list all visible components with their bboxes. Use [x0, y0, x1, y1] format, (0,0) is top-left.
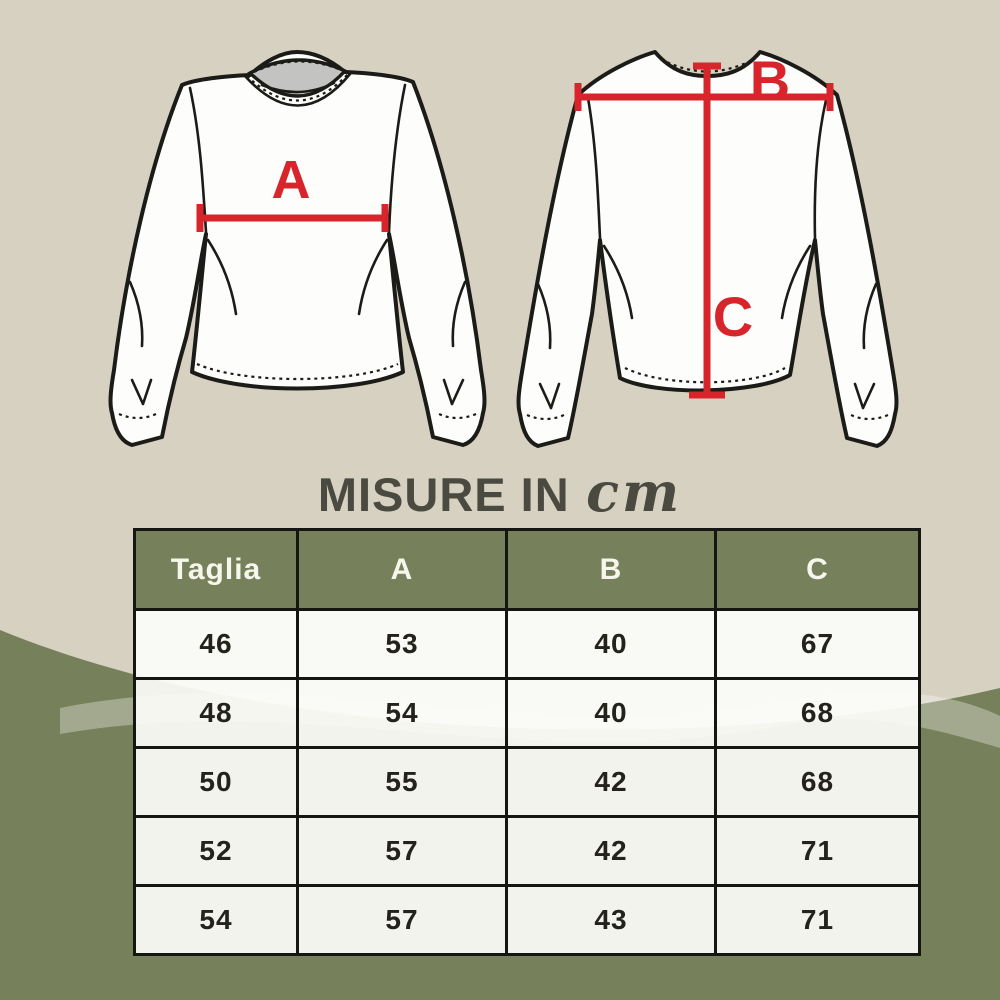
cell-a: 57: [296, 884, 508, 956]
table-row: 46 53 40 67: [133, 608, 921, 680]
sweater-front-illustration: A: [108, 50, 487, 447]
cell-a: 57: [296, 815, 508, 887]
measure-label-b: B: [750, 49, 790, 112]
table-row: 48 54 40 68: [133, 677, 921, 749]
front-side-seam-right: [387, 232, 405, 374]
cell-c: 71: [714, 815, 921, 887]
front-shoulder-seam-right: [387, 83, 407, 234]
back-cuff-crease-left: [538, 382, 561, 410]
neckline-stitching: [253, 60, 342, 73]
front-cuff-crease-left: [130, 378, 153, 406]
cell-a: 53: [296, 608, 508, 680]
cell-c: 68: [714, 746, 921, 818]
front-sleeve-crease-right: [451, 280, 467, 348]
collar-stitching: [246, 73, 349, 102]
back-armpit-crease-left: [602, 244, 634, 320]
cell-size: 50: [133, 746, 299, 818]
front-side-seam-left: [190, 232, 208, 374]
back-sleeve-crease-left: [536, 282, 552, 350]
front-sleeve-crease-left: [128, 280, 144, 348]
page-title: MISURE IN CM: [0, 460, 1000, 524]
back-cuff-crease-right: [853, 382, 876, 410]
back-side-seam-right: [788, 238, 817, 377]
table-row: 52 57 42 71: [133, 815, 921, 887]
col-header-taglia: Taglia: [133, 528, 299, 611]
cell-b: 43: [505, 884, 717, 956]
col-header-a: A: [296, 528, 508, 611]
cell-c: 68: [714, 677, 921, 749]
sweater-front-body: [108, 50, 487, 447]
title-text: MISURE IN: [317, 468, 570, 521]
col-header-b: B: [505, 528, 717, 611]
title-unit: CM: [586, 460, 683, 524]
back-neck-seam: [260, 81, 336, 94]
front-armpit-crease-right: [357, 238, 389, 316]
back-neck-stitching: [660, 58, 755, 73]
cell-b: 40: [505, 608, 717, 680]
measure-label-c: C: [713, 285, 753, 348]
table-row: 50 55 42 68: [133, 746, 921, 818]
measure-label-a: A: [272, 150, 311, 210]
back-shoulder-seam-left: [586, 96, 602, 240]
back-shoulder-seam-right: [813, 98, 828, 240]
cell-b: 42: [505, 746, 717, 818]
cell-size: 48: [133, 677, 299, 749]
cell-a: 55: [296, 746, 508, 818]
cell-a: 54: [296, 677, 508, 749]
back-side-seam-left: [598, 238, 622, 380]
cell-size: 54: [133, 884, 299, 956]
front-hem-stitching: [196, 362, 399, 381]
front-cuff-crease-right: [442, 378, 465, 406]
cell-c: 67: [714, 608, 921, 680]
cell-c: 71: [714, 884, 921, 956]
back-sleeve-crease-right: [862, 282, 878, 350]
collar-band-outer: [243, 72, 352, 107]
cell-b: 42: [505, 815, 717, 887]
front-armpit-crease-left: [206, 238, 238, 316]
cell-size: 46: [133, 608, 299, 680]
col-header-c: C: [714, 528, 921, 611]
cell-size: 52: [133, 815, 299, 887]
sweater-back-illustration: B C: [516, 49, 899, 448]
table-row: 54 57 43 71: [133, 884, 921, 956]
measure-line-a: [196, 204, 389, 232]
table-header-row: Taglia A B C: [133, 528, 921, 611]
measure-line-c: [689, 62, 725, 399]
back-armpit-crease-right: [780, 244, 812, 320]
cell-b: 40: [505, 677, 717, 749]
size-table: Taglia A B C 46 53 40 67 48 54 40 68 50 …: [133, 528, 921, 956]
